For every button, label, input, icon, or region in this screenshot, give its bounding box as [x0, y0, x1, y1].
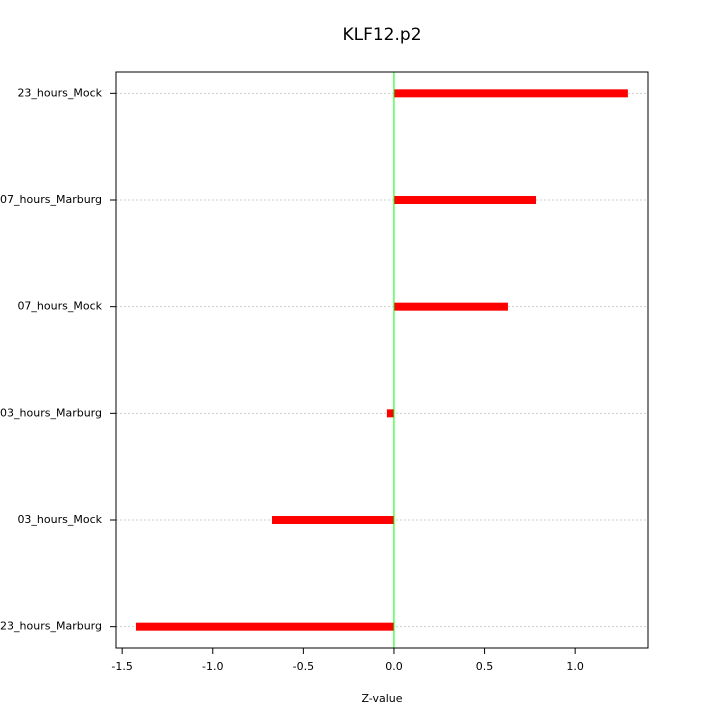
bar: [393, 89, 628, 98]
y-tick-label: 23_hours_Mock: [17, 86, 102, 99]
chart-title: KLF12.p2: [342, 25, 421, 45]
x-tick-label: -1.0: [202, 660, 223, 673]
x-tick-label: -1.5: [111, 660, 132, 673]
bar: [386, 409, 394, 418]
bar: [135, 622, 394, 631]
y-tick-label: 03_hours_Mock: [17, 513, 102, 526]
x-axis-label: Z-value: [361, 692, 402, 705]
y-tick-label: 07_hours_Marburg: [0, 193, 102, 206]
x-tick-label: 0.5: [476, 660, 494, 673]
y-tick-label: 07_hours_Mock: [17, 300, 102, 313]
plot-frame: [115, 71, 649, 649]
bar: [393, 302, 508, 311]
x-tick-label: -0.5: [293, 660, 314, 673]
x-tick-label: 1.0: [566, 660, 584, 673]
bar: [272, 516, 394, 524]
y-tick-label: 03_hours_Marburg: [0, 406, 102, 419]
bar: [393, 196, 537, 204]
y-tick-label: 23_hours_Marburg: [0, 620, 102, 633]
x-tick-label: 0.0: [385, 660, 403, 673]
